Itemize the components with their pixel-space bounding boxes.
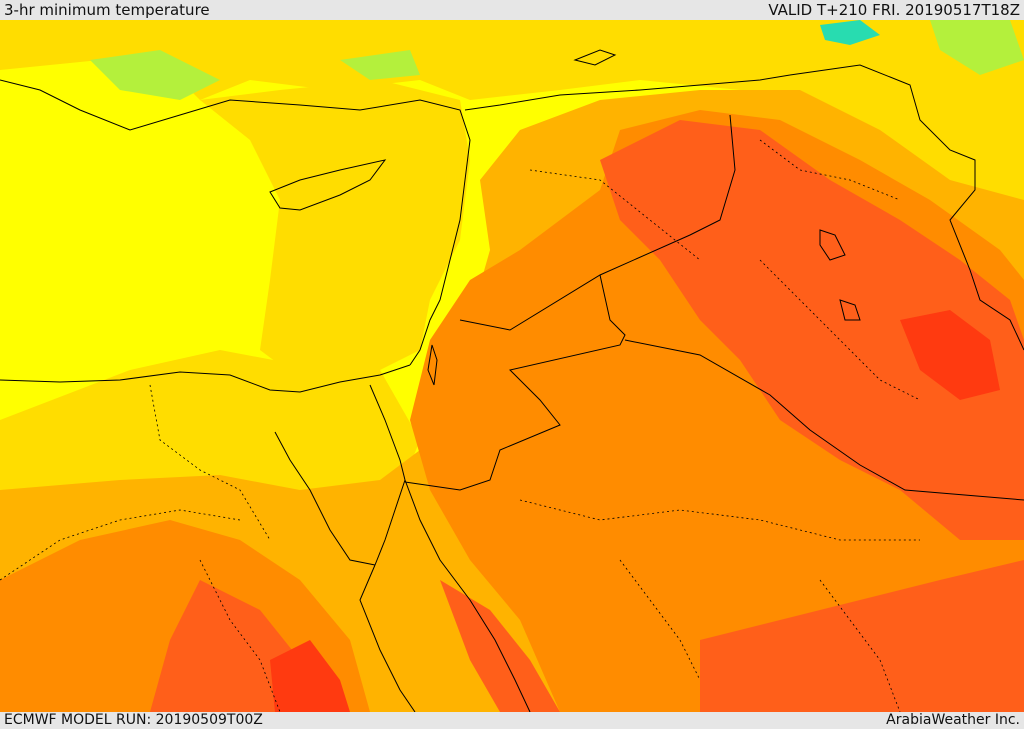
- temp-band-dark-orange: [440, 580, 560, 712]
- lake-outline: [573, 49, 617, 66]
- valid-time-label: VALID T+210 FRI. 20190517T18Z: [768, 1, 1020, 19]
- coastline: [0, 79, 471, 181]
- lake-outline: [839, 299, 861, 321]
- lake-outline: [427, 344, 438, 386]
- province-border: [149, 384, 271, 541]
- header-bar: 3-hr minimum temperature VALID T+210 FRI…: [0, 0, 1024, 20]
- province-border: [619, 559, 701, 681]
- temperature-map: [0, 20, 1024, 712]
- credit-label: ArabiaWeather Inc.: [886, 712, 1020, 728]
- country-border: [369, 384, 406, 481]
- temp-band-green: [930, 20, 1024, 75]
- province-border: [819, 579, 901, 712]
- lake-outline: [819, 229, 846, 261]
- model-run-label: ECMWF MODEL RUN: 20190509T00Z: [4, 712, 263, 728]
- country-border: [404, 274, 626, 491]
- province-border: [529, 169, 701, 261]
- coastline: [409, 179, 466, 366]
- coastline: [274, 431, 376, 566]
- temp-band-gold: [200, 80, 470, 380]
- temp-band-aqua: [820, 20, 880, 45]
- temp-band-gold: [0, 350, 420, 500]
- country-border: [464, 74, 791, 111]
- footer-bar: ECMWF MODEL RUN: 20190509T00Z ArabiaWeat…: [0, 712, 1024, 729]
- temp-band-red: [900, 310, 1000, 400]
- country-border: [459, 114, 736, 331]
- temp-band-gold: [0, 20, 1024, 240]
- temp-band-dark-orange: [600, 120, 1024, 540]
- coastline: [359, 564, 416, 712]
- coastline: [0, 364, 411, 393]
- temp-band-red: [270, 640, 350, 712]
- country-border: [624, 339, 1024, 501]
- coastline: [374, 479, 406, 566]
- temp-band-green: [340, 50, 420, 80]
- province-border: [0, 509, 241, 581]
- province-border: [759, 139, 901, 201]
- country-border: [789, 64, 1024, 351]
- temp-band-green: [90, 50, 220, 100]
- map-title: 3-hr minimum temperature: [4, 1, 210, 19]
- coastline: [404, 479, 531, 712]
- island-outline: [269, 159, 387, 211]
